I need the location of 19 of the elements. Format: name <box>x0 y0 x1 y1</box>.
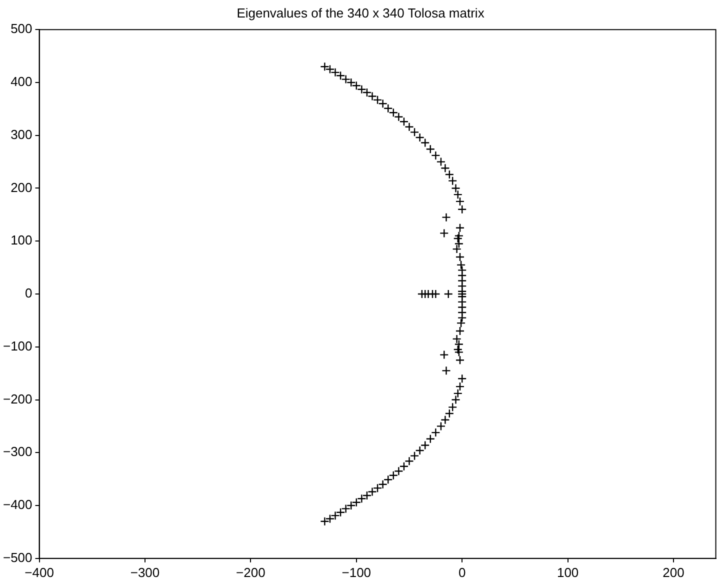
y-tick-label: −100 <box>2 338 32 354</box>
y-tick-label: 0 <box>25 286 32 301</box>
x-tick-label: −100 <box>342 564 372 580</box>
y-tick-label: 400 <box>10 74 32 90</box>
y-tick-label: −300 <box>2 444 32 460</box>
y-tick-label: 100 <box>10 232 32 248</box>
x-tick-label: 100 <box>556 564 579 580</box>
y-tick-label: 300 <box>10 126 32 142</box>
y-tick-label: 500 <box>10 21 32 36</box>
y-tick-label: −200 <box>2 391 32 406</box>
x-tick-label: 0 <box>458 564 466 580</box>
y-tick-label: 200 <box>10 180 32 195</box>
x-tick-label: −300 <box>130 564 160 580</box>
chart-title: Eigenvalues of the 340 x 340 Tolosa matrix <box>236 5 485 20</box>
y-tick-label: −500 <box>2 550 32 565</box>
x-tick-label: −400 <box>24 564 54 580</box>
x-tick-label: 200 <box>662 564 684 580</box>
x-tick-label: −200 <box>236 564 266 580</box>
y-tick-label: −400 <box>2 497 32 512</box>
